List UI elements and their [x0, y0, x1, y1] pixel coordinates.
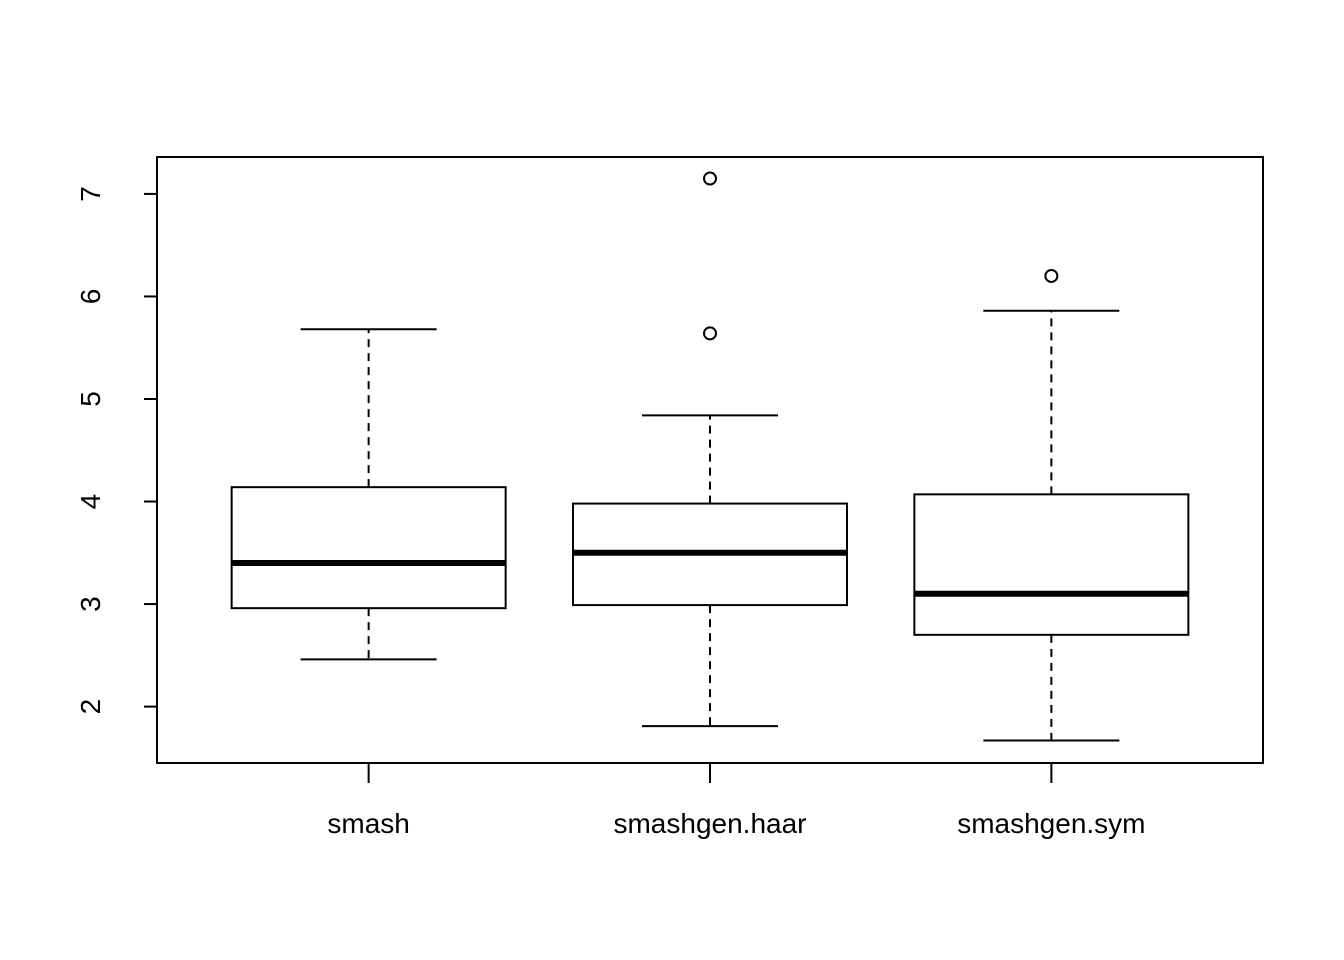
y-tick-label: 3	[75, 596, 106, 612]
y-tick-label: 4	[75, 494, 106, 510]
box	[913, 493, 1190, 636]
outlier	[703, 326, 717, 341]
box	[230, 486, 507, 610]
outlier	[1044, 268, 1059, 283]
outlier	[703, 171, 717, 186]
y-tick-label: 5	[75, 391, 106, 407]
x-tick-label: smashgen.sym	[957, 808, 1145, 839]
y-tick-label: 7	[75, 186, 106, 202]
x-tick-label: smashgen.haar	[613, 808, 806, 839]
x-tick-label: smash	[327, 808, 409, 839]
y-tick-label: 6	[75, 289, 106, 305]
y-tick-label: 2	[75, 699, 106, 715]
